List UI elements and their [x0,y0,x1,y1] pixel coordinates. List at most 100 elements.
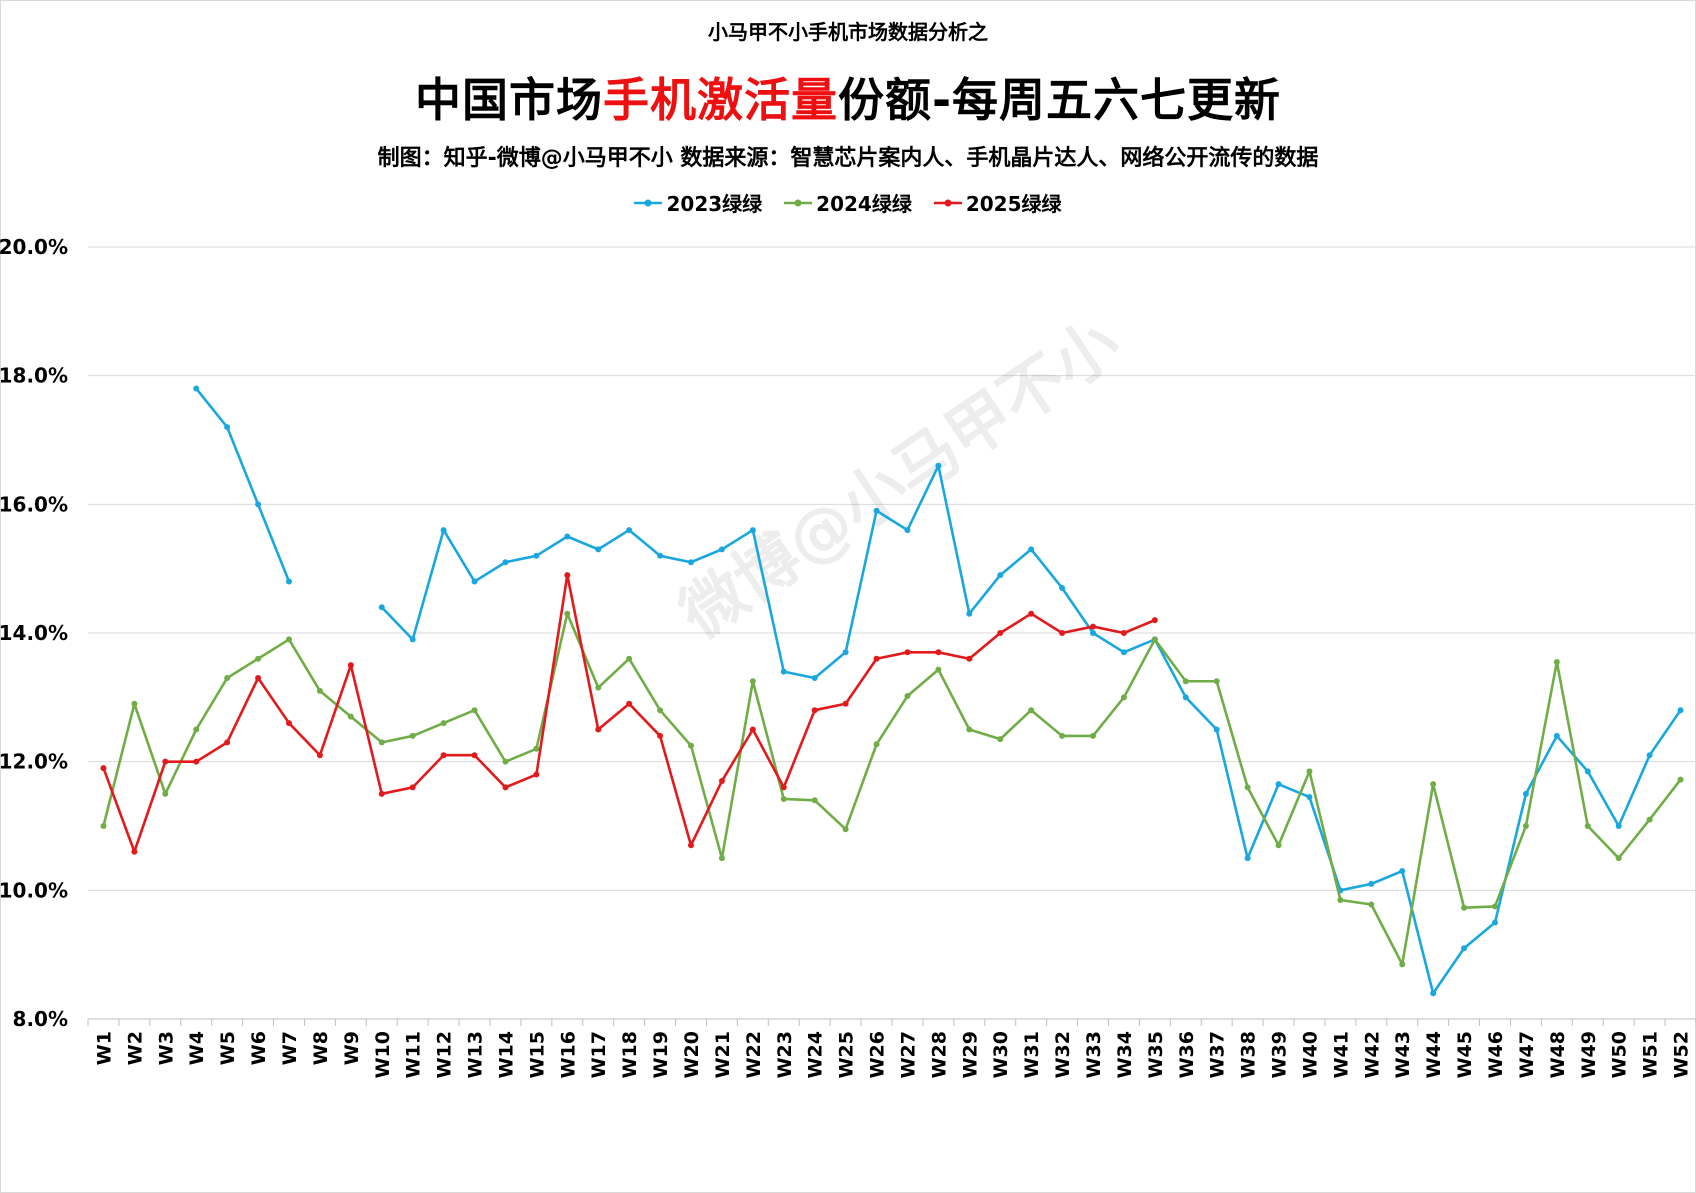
x-tick-label: W2 [124,1031,146,1065]
x-tick-label: W40 [1299,1031,1321,1078]
x-tick-label: W25 [836,1031,858,1078]
data-point [1244,855,1251,862]
x-tick-label: W46 [1485,1031,1507,1078]
data-point [780,784,787,791]
data-point [1028,610,1035,617]
data-point [966,610,973,617]
x-tick-label: W31 [1021,1031,1043,1078]
data-point [100,765,107,772]
x-tick-label: W52 [1671,1031,1693,1078]
x-tick-label: W22 [743,1031,765,1078]
data-point [718,777,725,784]
data-point [997,630,1004,636]
data-point [1059,732,1066,739]
series-line [380,464,1682,995]
data-point [1306,768,1313,775]
x-tick-label: W28 [928,1031,950,1078]
data-point [935,649,942,656]
x-tick-label: W41 [1330,1031,1352,1078]
x-tick-label: W19 [650,1031,672,1078]
x-tick-label: W15 [526,1031,548,1078]
data-point [1275,781,1282,788]
data-point [904,649,911,656]
data-point [595,546,602,553]
data-point [935,462,942,469]
data-point [811,675,818,682]
data-point [873,655,880,662]
data-point [409,732,416,739]
x-tick-label: W17 [588,1031,610,1078]
data-point [842,826,849,833]
data-point [471,707,478,714]
x-tick-label: W51 [1640,1031,1662,1078]
data-point [1120,649,1127,656]
data-point [224,424,231,431]
y-tick-labels: 8.0% 10.0% 12.0% 14.0% 16.0% 18.0% 20.0% [0,235,68,1031]
legend-label: 2024绿绿 [816,192,912,216]
data-point [440,752,447,759]
data-point [749,678,756,685]
data-point [873,741,880,748]
x-tick-label: W47 [1516,1031,1538,1078]
legend-item: 2024绿绿 [784,188,912,217]
data-point [1553,658,1560,665]
data-point [811,797,818,804]
y-tick-label: 10.0% [0,878,68,902]
data-point [1430,781,1437,788]
data-point [1244,784,1251,791]
chart-credit: 制图：知乎-微博@小马甲不小 数据来源：智慧芯片案内人、手机晶片达人、网络公开流… [377,146,1319,171]
series-lines [100,385,1684,997]
data-point [1461,945,1468,952]
data-point [935,666,942,673]
data-point [780,795,787,802]
data-point [162,790,169,797]
x-tick-label: W30 [990,1031,1012,1078]
data-point [193,758,200,765]
series-2024绿绿 [100,610,1684,968]
data-point [873,507,880,514]
x-tick-label: W10 [372,1031,394,1078]
x-tick-label: W9 [341,1031,363,1065]
data-point [811,707,818,714]
data-point [1646,752,1653,759]
data-point [1584,823,1591,829]
data-point [316,752,323,759]
series-2023绿绿 [193,385,1684,997]
x-tick-label: W20 [681,1031,703,1078]
legend-item: 2023绿绿 [634,188,762,217]
x-tick-label: W29 [959,1031,981,1078]
data-point [224,739,231,746]
data-point [1059,584,1066,591]
data-point [1399,961,1406,968]
data-point [1151,636,1158,643]
x-tick-label: W4 [186,1031,208,1065]
data-point [1120,630,1127,636]
data-point [626,655,633,662]
data-point [657,552,664,559]
data-point [688,842,694,849]
data-point [1399,868,1406,875]
data-point [1615,823,1622,829]
data-point [1430,990,1437,997]
data-point [1059,630,1066,636]
series-line [102,612,1682,966]
data-point [378,604,385,611]
x-tick-label: W45 [1454,1031,1476,1078]
data-point [286,578,292,585]
data-point [1275,842,1282,849]
data-point [1615,855,1622,862]
data-point [193,726,200,733]
series-line [102,573,1156,854]
data-point [471,578,478,585]
data-point [100,823,107,829]
data-point [626,527,633,534]
data-point [780,668,787,675]
data-point [409,636,416,643]
data-point [718,546,725,553]
chart-series-label: 小马甲不小手机市场数据分析之 [708,20,988,44]
x-tick-label: W5 [217,1031,239,1065]
data-point [688,559,694,566]
data-point [1182,678,1189,685]
data-point [749,726,756,733]
data-point [1306,794,1313,801]
